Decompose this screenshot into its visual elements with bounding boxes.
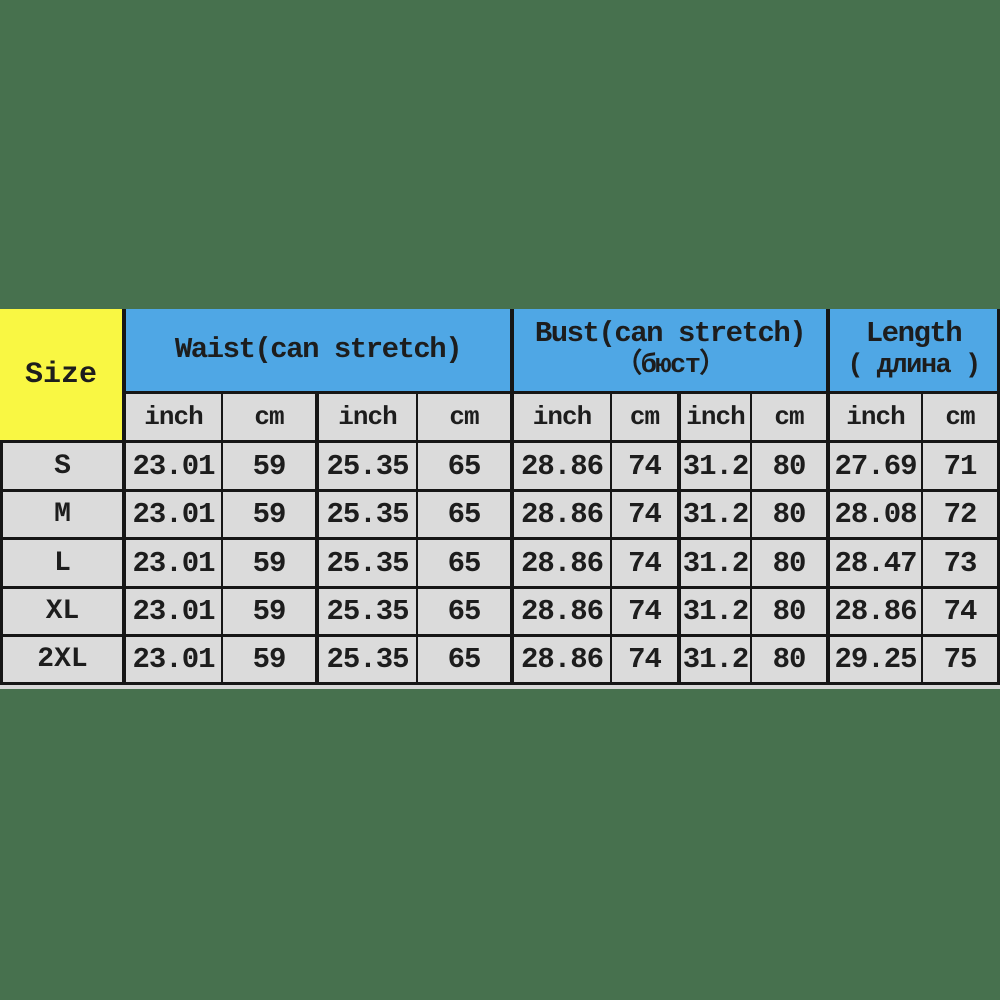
- value-cell: 28.86: [830, 589, 923, 637]
- unit-header: cm: [923, 394, 1000, 443]
- unit-header: cm: [612, 394, 681, 443]
- value-cell: 28.47: [830, 540, 923, 589]
- value-cell: 31.2: [681, 637, 752, 685]
- value-cell: 59: [223, 589, 319, 637]
- value-cell: 28.86: [514, 589, 612, 637]
- value-cell: 23.01: [126, 492, 223, 540]
- row-label-2xl: 2XL: [0, 637, 126, 685]
- value-cell: 80: [752, 443, 830, 492]
- value-cell: 23.01: [126, 637, 223, 685]
- value-cell: 25.35: [319, 492, 418, 540]
- value-cell: 80: [752, 637, 830, 685]
- value-cell: 31.2: [681, 589, 752, 637]
- value-cell: 65: [418, 637, 514, 685]
- table-bottom-margin-strip: [0, 685, 1000, 689]
- unit-header: inch: [514, 394, 612, 443]
- unit-header: cm: [223, 394, 319, 443]
- value-cell: 29.25: [830, 637, 923, 685]
- bust-header-label: Bust(can stretch): [534, 316, 807, 350]
- value-cell: 74: [612, 443, 681, 492]
- value-cell: 25.35: [319, 443, 418, 492]
- value-cell: 80: [752, 540, 830, 589]
- row-label-xl: XL: [0, 589, 126, 637]
- length-header-sublabel: ( длина ): [847, 351, 981, 382]
- bust-header-sublabel: （бюст）: [615, 351, 726, 382]
- unit-header: inch: [319, 394, 418, 443]
- value-cell: 25.35: [319, 540, 418, 589]
- value-cell: 59: [223, 443, 319, 492]
- corner-header-size: Size: [0, 309, 126, 443]
- unit-header: cm: [752, 394, 830, 443]
- value-cell: 27.69: [830, 443, 923, 492]
- value-cell: 71: [923, 443, 1000, 492]
- size-chart-table: Size Waist(can stretch) Bust(can stretch…: [0, 309, 1000, 685]
- value-cell: 74: [612, 637, 681, 685]
- col-group-header-length: Length ( длина ): [830, 309, 1000, 394]
- value-cell: 23.01: [126, 589, 223, 637]
- value-cell: 74: [612, 589, 681, 637]
- col-group-header-waist: Waist(can stretch): [126, 309, 514, 394]
- row-label-s: S: [0, 443, 126, 492]
- value-cell: 28.86: [514, 492, 612, 540]
- value-cell: 65: [418, 443, 514, 492]
- value-cell: 31.2: [681, 540, 752, 589]
- value-cell: 59: [223, 492, 319, 540]
- corner-header-label: Size: [24, 357, 97, 392]
- value-cell: 75: [923, 637, 1000, 685]
- value-cell: 23.01: [126, 443, 223, 492]
- value-cell: 74: [923, 589, 1000, 637]
- unit-header: inch: [126, 394, 223, 443]
- row-label-l: L: [0, 540, 126, 589]
- unit-header: inch: [681, 394, 752, 443]
- row-label-m: M: [0, 492, 126, 540]
- value-cell: 73: [923, 540, 1000, 589]
- value-cell: 59: [223, 637, 319, 685]
- value-cell: 28.86: [514, 443, 612, 492]
- value-cell: 59: [223, 540, 319, 589]
- value-cell: 72: [923, 492, 1000, 540]
- value-cell: 74: [612, 492, 681, 540]
- value-cell: 25.35: [319, 589, 418, 637]
- unit-header: inch: [830, 394, 923, 443]
- value-cell: 80: [752, 589, 830, 637]
- unit-header: cm: [418, 394, 514, 443]
- value-cell: 31.2: [681, 443, 752, 492]
- value-cell: 23.01: [126, 540, 223, 589]
- waist-header-label: Waist(can stretch): [174, 332, 463, 366]
- value-cell: 65: [418, 589, 514, 637]
- length-header-label: Length: [865, 316, 963, 350]
- value-cell: 80: [752, 492, 830, 540]
- col-group-header-bust: Bust(can stretch) （бюст）: [514, 309, 830, 394]
- value-cell: 28.08: [830, 492, 923, 540]
- value-cell: 25.35: [319, 637, 418, 685]
- value-cell: 31.2: [681, 492, 752, 540]
- value-cell: 65: [418, 492, 514, 540]
- value-cell: 28.86: [514, 540, 612, 589]
- value-cell: 28.86: [514, 637, 612, 685]
- value-cell: 65: [418, 540, 514, 589]
- value-cell: 74: [612, 540, 681, 589]
